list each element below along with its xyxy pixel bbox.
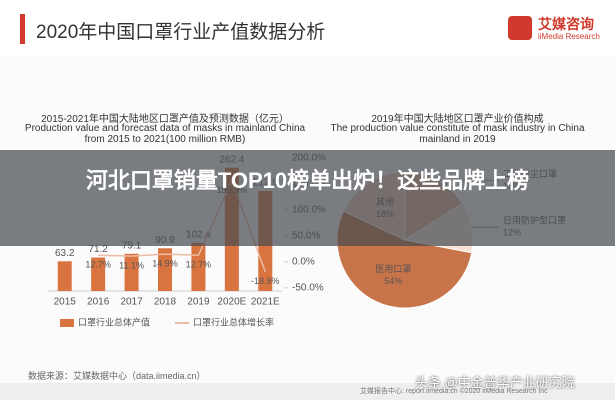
- header-title: 2020年中国口罩行业产值数据分析: [36, 22, 326, 43]
- legend-label: 口罩行业总体增长率: [193, 316, 274, 327]
- x-tick-label: 2018: [154, 297, 177, 308]
- logo-text: 艾媒咨询: [538, 16, 594, 32]
- bar-label: 71.2: [88, 244, 108, 255]
- growth-label: -18.9%: [251, 276, 280, 286]
- y2-tick-label: 0.0%: [292, 257, 315, 268]
- legend-label: 口罩行业总体产值: [78, 316, 150, 327]
- bar-chart-subtitle: Production value and forecast data of ma…: [24, 123, 306, 145]
- pie-value-label: 54%: [384, 276, 402, 286]
- source: 数据来源：艾媒数据中心（data.iimedia.cn）: [28, 371, 206, 381]
- pie-chart-subtitle: The production value constitute of mask …: [330, 123, 585, 145]
- overlay-band: [0, 150, 615, 246]
- overlay-title: 河北口罩销量TOP10榜单出炉！这些品牌上榜: [85, 168, 530, 193]
- pie-label: 医用口罩: [375, 264, 411, 274]
- bar: [124, 253, 139, 291]
- bar-chart-title: 2015-2021年中国大陆地区口罩产值及预测数据（亿元）: [41, 114, 289, 125]
- pie-chart-title: 2019年中国大陆地区口罩产业价值构成: [371, 114, 544, 125]
- x-tick-label: 2016: [87, 297, 110, 308]
- logo-icon: [508, 16, 532, 40]
- footer-bar: [0, 383, 615, 400]
- watermark: 头条 @中金普华产业研究院: [415, 375, 575, 390]
- legend-swatch: [60, 319, 74, 327]
- x-tick-label: 2020E: [217, 297, 246, 308]
- x-tick-label: 2021E: [251, 297, 280, 308]
- growth-label: 12.7%: [186, 260, 212, 270]
- bar: [91, 257, 106, 291]
- x-tick-label: 2017: [120, 297, 143, 308]
- x-tick-label: 2019: [187, 297, 210, 308]
- growth-label: 11.1%: [119, 260, 144, 270]
- growth-label: 14.9%: [152, 258, 178, 268]
- bar: [57, 261, 72, 291]
- x-tick-label: 2015: [54, 297, 77, 308]
- growth-label: 12.7%: [85, 260, 111, 270]
- bar-label: 63.2: [55, 248, 75, 259]
- footer: 艾媒报告中心: report.iimedia.cn ©2020 iiMedia …: [360, 388, 548, 395]
- logo-subtext: iiMedia Research: [538, 32, 600, 41]
- bar: [158, 248, 172, 291]
- y2-tick-label: -50.0%: [292, 283, 324, 294]
- header-accent: [20, 14, 25, 44]
